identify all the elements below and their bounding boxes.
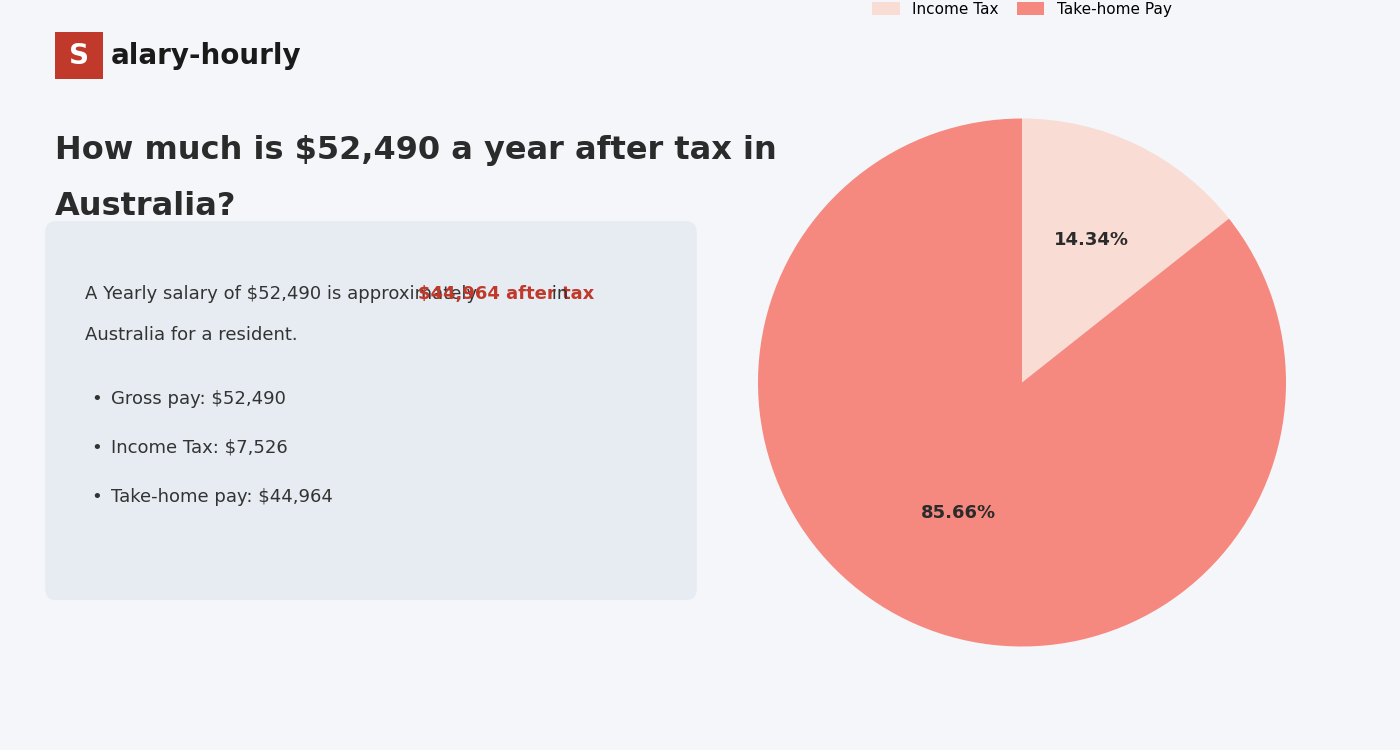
Text: •: • (91, 390, 102, 408)
FancyBboxPatch shape (45, 221, 697, 600)
FancyBboxPatch shape (55, 32, 102, 79)
Text: in: in (546, 285, 568, 303)
Text: How much is $52,490 a year after tax in: How much is $52,490 a year after tax in (55, 135, 777, 166)
Text: $44,964 after tax: $44,964 after tax (417, 285, 594, 303)
Text: Australia for a resident.: Australia for a resident. (85, 326, 297, 344)
Text: S: S (69, 41, 88, 70)
Text: Gross pay: $52,490: Gross pay: $52,490 (111, 390, 286, 408)
Text: Income Tax: $7,526: Income Tax: $7,526 (111, 439, 288, 457)
Legend: Income Tax, Take-home Pay: Income Tax, Take-home Pay (865, 0, 1179, 25)
Text: A Yearly salary of $52,490 is approximately: A Yearly salary of $52,490 is approximat… (85, 285, 483, 303)
Text: •: • (91, 439, 102, 457)
Text: •: • (91, 488, 102, 506)
Wedge shape (1022, 118, 1229, 382)
Text: Take-home pay: $44,964: Take-home pay: $44,964 (111, 488, 333, 506)
Text: 85.66%: 85.66% (921, 504, 997, 522)
Text: Australia?: Australia? (55, 191, 237, 222)
Text: 14.34%: 14.34% (1053, 231, 1128, 249)
Text: alary-hourly: alary-hourly (111, 41, 302, 70)
Wedge shape (757, 118, 1287, 646)
